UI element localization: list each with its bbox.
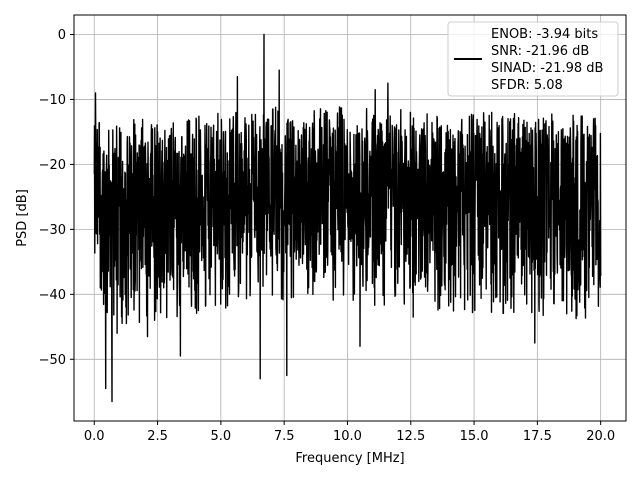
x-tick-label: 12.5 xyxy=(396,429,425,444)
y-tick-label: −40 xyxy=(39,288,66,303)
x-axis-ticks: 0.0 2.5 5.0 7.5 10.0 12.5 15.0 17.5 20.0 xyxy=(84,421,615,444)
x-tick-label: 17.5 xyxy=(523,429,552,444)
x-axis-label: Frequency [MHz] xyxy=(295,451,404,466)
x-tick-label: 0.0 xyxy=(84,429,105,444)
x-tick-label: 20.0 xyxy=(586,429,615,444)
legend: ENOB: -3.94 bits SNR: -21.96 dB SINAD: -… xyxy=(447,21,619,97)
x-tick-label: 2.5 xyxy=(147,429,168,444)
legend-box xyxy=(447,21,619,97)
x-tick-label: 10.0 xyxy=(333,429,362,444)
y-axis-ticks: 0 −10 −20 −30 −40 −50 xyxy=(39,28,74,368)
y-tick-label: −20 xyxy=(39,158,66,173)
legend-enob: ENOB: -3.94 bits xyxy=(491,27,598,42)
y-tick-label: −50 xyxy=(39,353,66,368)
y-tick-label: 0 xyxy=(58,28,66,43)
legend-sinad: SINAD: -21.98 dB xyxy=(491,61,603,76)
psd-series xyxy=(93,33,602,403)
x-tick-label: 7.5 xyxy=(274,429,295,444)
y-axis-label: PSD [dB] xyxy=(15,189,30,247)
axes-frame xyxy=(73,14,627,422)
y-tick-label: −10 xyxy=(39,93,66,108)
legend-sfdr: SFDR: 5.08 xyxy=(491,78,563,93)
legend-snr: SNR: -21.96 dB xyxy=(491,44,589,59)
x-tick-label: 15.0 xyxy=(460,429,489,444)
y-tick-label: −30 xyxy=(39,223,66,238)
psd-line xyxy=(93,33,602,403)
x-tick-label: 5.0 xyxy=(211,429,232,444)
